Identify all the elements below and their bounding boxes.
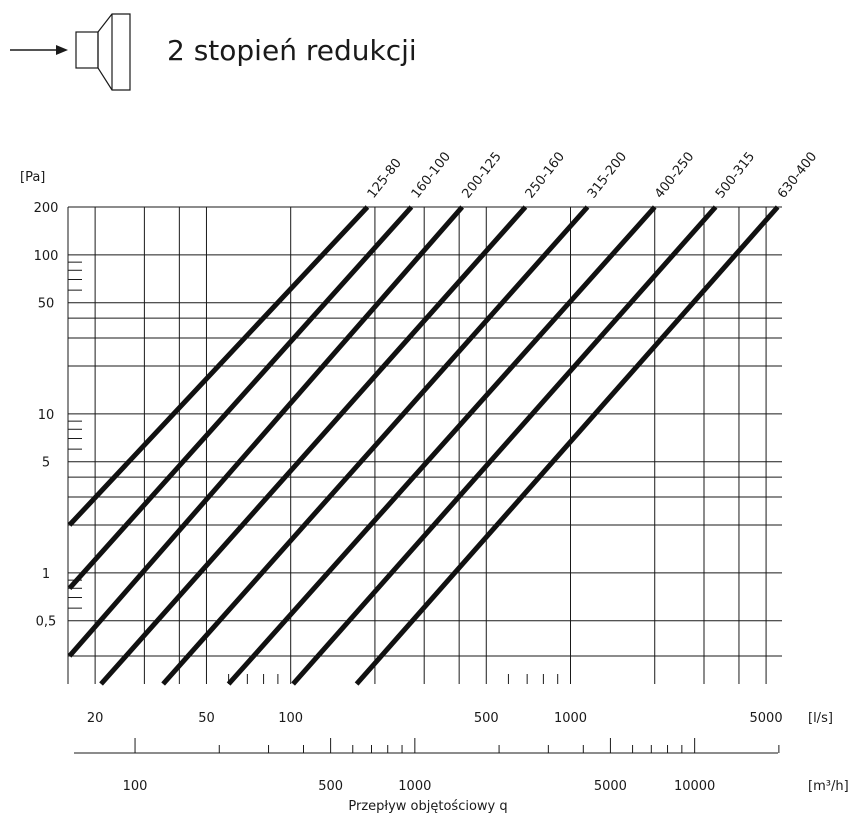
- y-tick-label: 10: [38, 408, 55, 423]
- series-label-500-315: 500-315: [713, 149, 758, 201]
- x-axis-label: Przepływ objętościowy q: [348, 799, 507, 814]
- series-line-400-250: [226, 205, 657, 686]
- x-tick-label: 50: [198, 711, 215, 726]
- x-unit-secondary-label: [m³/h]: [808, 779, 849, 794]
- series-line-200-125: [67, 205, 465, 658]
- y-tick-label: 5: [42, 456, 50, 471]
- secondary-tick-label: 5000: [594, 779, 627, 794]
- secondary-axis: 100 500 1000 5000 10000: [74, 738, 780, 794]
- y-tick-label: 0,5: [36, 615, 57, 630]
- secondary-tick-label: 500: [318, 779, 343, 794]
- chart-title: 2 stopień redukcji: [167, 34, 417, 67]
- series-line-630-400: [354, 205, 780, 686]
- series-line-500-315: [291, 205, 718, 686]
- x-tick-label: 500: [474, 711, 499, 726]
- x-tick-label: 5000: [750, 711, 783, 726]
- reducer-icon: [10, 13, 131, 91]
- series-label-200-125: 200-125: [459, 149, 504, 201]
- series-line-125-80: [67, 205, 370, 527]
- series-label-630-400: 630-400: [775, 149, 820, 201]
- series-group: [67, 205, 780, 686]
- series-label-250-160: 250-160: [523, 149, 568, 201]
- y-tick-label: 100: [34, 249, 59, 264]
- x-tick-label: 20: [87, 711, 104, 726]
- series-label-160-100: 160-100: [409, 149, 454, 201]
- series-label-400-250: 400-250: [652, 149, 697, 201]
- series-label-315-200: 315-200: [585, 149, 630, 201]
- series-line-160-100: [67, 205, 414, 590]
- series-line-250-160: [99, 205, 528, 686]
- x-tick-label: 1000: [554, 711, 587, 726]
- secondary-tick-label: 10000: [674, 779, 715, 794]
- series-line-315-200: [161, 205, 590, 686]
- secondary-tick-label: 100: [123, 779, 148, 794]
- x-tick-label: 100: [278, 711, 303, 726]
- y-unit-label: [Pa]: [20, 170, 45, 185]
- y-tick-label: 50: [38, 297, 55, 312]
- x-unit-primary-label: [l/s]: [808, 711, 833, 726]
- series-label-125-80: 125-80: [365, 156, 405, 202]
- y-tick-label: 1: [42, 567, 50, 582]
- secondary-tick-label: 1000: [398, 779, 431, 794]
- grid: [67, 206, 782, 684]
- y-tick-label: 200: [34, 201, 59, 216]
